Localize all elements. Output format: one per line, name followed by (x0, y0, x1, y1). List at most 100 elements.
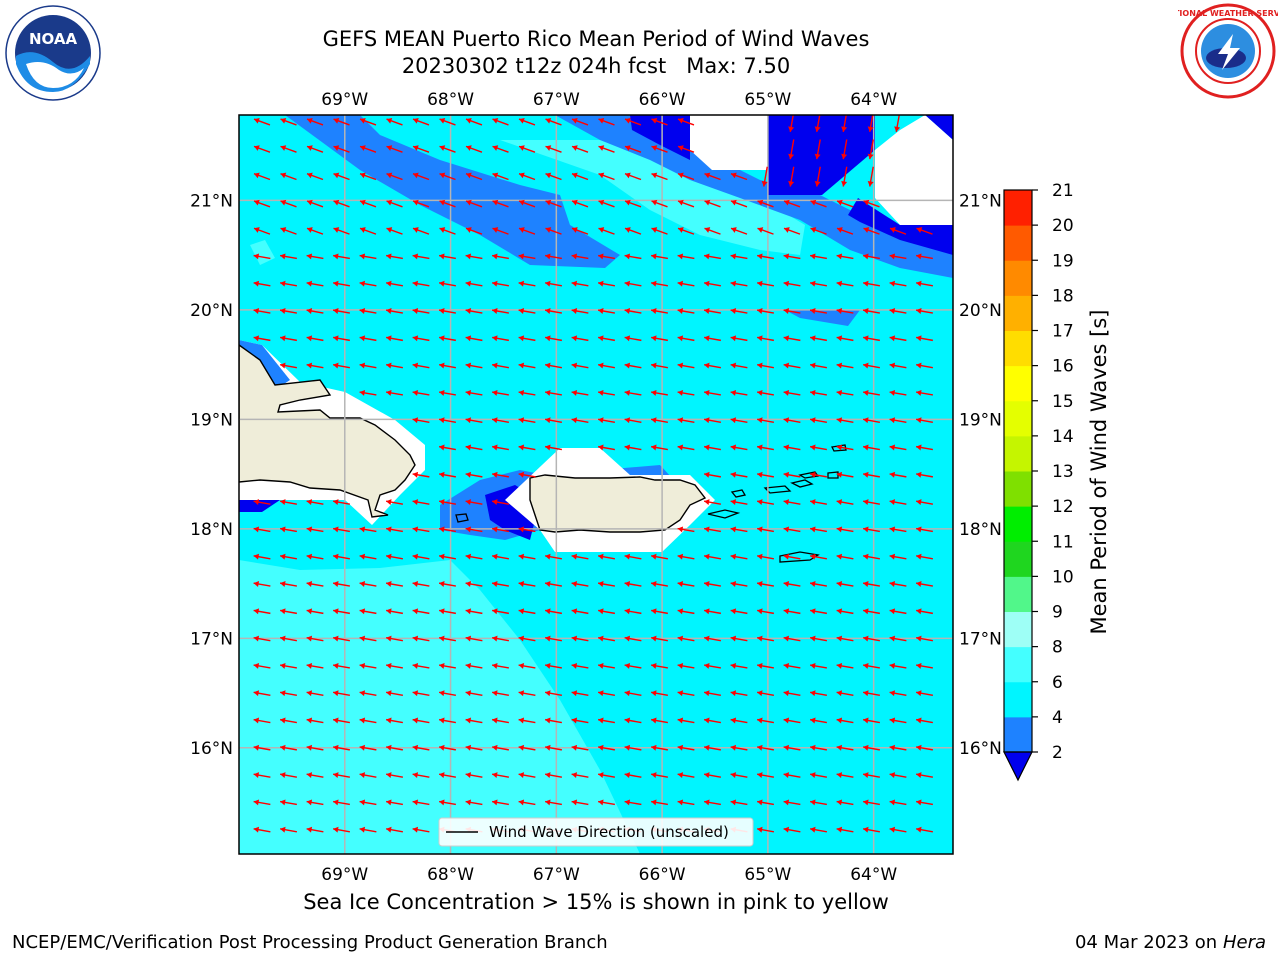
wind-wave-arrow (465, 444, 483, 451)
wind-wave-arrow (810, 499, 827, 506)
wind-wave-arrow (465, 662, 483, 669)
wind-wave-arrow (598, 389, 615, 396)
wind-wave-arrow (624, 362, 642, 369)
lat-tick-label-right: 16°N (959, 739, 1002, 759)
wind-wave-arrow (889, 471, 907, 478)
wind-wave-arrow (783, 362, 801, 369)
wind-wave-arrow (571, 690, 589, 697)
wind-wave-arrow (306, 227, 324, 235)
wind-wave-arrow (624, 772, 642, 779)
colorbar-tick-label: 14 (1052, 427, 1074, 447)
wind-wave-arrow (412, 526, 430, 533)
wind-wave-arrow (306, 199, 324, 208)
wind-wave-arrow (730, 772, 748, 779)
wind-wave-arrow (439, 662, 456, 669)
wind-wave-arrow (386, 799, 403, 806)
wind-wave-arrow (836, 690, 854, 697)
wind-wave-arrow (677, 799, 695, 806)
wind-wave-arrow (677, 280, 695, 287)
wind-wave-arrow (306, 635, 324, 642)
wind-wave-arrow (280, 662, 297, 669)
wind-wave-arrow (518, 199, 536, 208)
lon-tick-label-top: 65°W (744, 90, 791, 110)
wind-wave-arrow (783, 499, 801, 506)
wind-wave-arrow (412, 417, 430, 424)
wind-wave-arrow (916, 526, 933, 533)
wind-wave-arrow (704, 253, 721, 260)
wind-wave-arrow (280, 199, 297, 208)
wind-wave-arrow (810, 553, 827, 560)
wind-wave-arrow (492, 308, 509, 314)
wind-wave-arrow (359, 744, 377, 751)
wind-wave-arrow (761, 166, 768, 187)
wind-wave-arrow (571, 772, 589, 779)
region-6-8s-north (500, 140, 805, 255)
wind-wave-arrow (704, 635, 721, 642)
wind-wave-arrow (651, 308, 668, 314)
wind-wave-arrow (598, 690, 615, 697)
wind-wave-arrow (306, 526, 324, 533)
wind-wave-arrow (916, 389, 933, 396)
wind-wave-arrow (359, 117, 377, 126)
lon-tick-label-top: 68°W (427, 90, 474, 110)
wind-wave-arrow (788, 139, 795, 160)
colorbar-swatch (1004, 506, 1032, 542)
colorbar-swatch (1004, 471, 1032, 507)
wind-wave-arrow (730, 172, 748, 181)
wind-wave-arrow (492, 635, 509, 642)
wind-wave-arrow (916, 608, 933, 615)
wind-wave-arrow (677, 444, 695, 451)
wind-wave-arrow (359, 662, 377, 669)
wind-wave-arrow (704, 172, 721, 181)
wind-wave-arrow (783, 553, 801, 560)
wind-wave-arrow (651, 581, 668, 587)
wind-wave-arrow (253, 690, 271, 697)
wind-wave-arrow (598, 362, 615, 369)
wind-wave-arrow (757, 253, 774, 260)
wind-wave-arrow (412, 145, 430, 153)
wind-wave-arrow (492, 608, 509, 615)
wind-wave-arrow (624, 608, 642, 615)
wind-wave-arrow (836, 499, 854, 506)
wind-wave-arrow (465, 744, 483, 751)
wind-wave-arrow (545, 117, 562, 126)
wind-wave-arrow (867, 166, 874, 187)
region-below-2s-a (630, 115, 690, 160)
wind-wave-arrow (889, 308, 907, 314)
wind-wave-arrow (253, 227, 271, 235)
wind-wave-arrow (598, 335, 615, 342)
wind-wave-arrow (253, 499, 271, 506)
wind-wave-arrow (306, 172, 324, 181)
wind-wave-arrow (518, 717, 536, 724)
wind-wave-arrow (916, 553, 933, 560)
wind-wave-arrow (492, 553, 509, 560)
wind-wave-arrow (757, 717, 774, 724)
colorbar-swatch (1004, 330, 1032, 367)
wind-wave-arrow (783, 799, 801, 806)
wind-wave-arrow (306, 662, 324, 669)
wind-wave-arrow (465, 227, 483, 235)
wind-wave-arrow (916, 826, 933, 833)
wind-wave-arrow (730, 717, 748, 724)
wind-wave-arrow (704, 199, 721, 208)
footer-timestamp: 04 Mar 2023 on Hera (1075, 932, 1266, 953)
wind-wave-arrow (730, 799, 748, 806)
wind-wave-arrow (677, 199, 695, 208)
wind-wave-arrow (598, 553, 615, 560)
wind-wave-arrow (677, 717, 695, 724)
wind-wave-arrow (757, 335, 774, 342)
wind-wave-arrow (651, 608, 668, 615)
wind-wave-arrow (333, 280, 350, 287)
wind-wave-arrow (359, 227, 377, 235)
wind-wave-arrow (439, 362, 456, 369)
wind-wave-arrow (757, 826, 774, 833)
wind-wave-arrow (863, 308, 880, 314)
wind-wave-arrow (836, 227, 854, 235)
wind-wave-arrow (253, 772, 271, 779)
wind-wave-arrow (465, 608, 483, 615)
region-below-2s-hispaniola-s (239, 500, 280, 512)
wind-wave-arrow (757, 471, 774, 478)
wind-wave-arrow (863, 799, 880, 806)
wind-wave-arrow (359, 362, 377, 369)
wind-wave-arrow (359, 608, 377, 615)
